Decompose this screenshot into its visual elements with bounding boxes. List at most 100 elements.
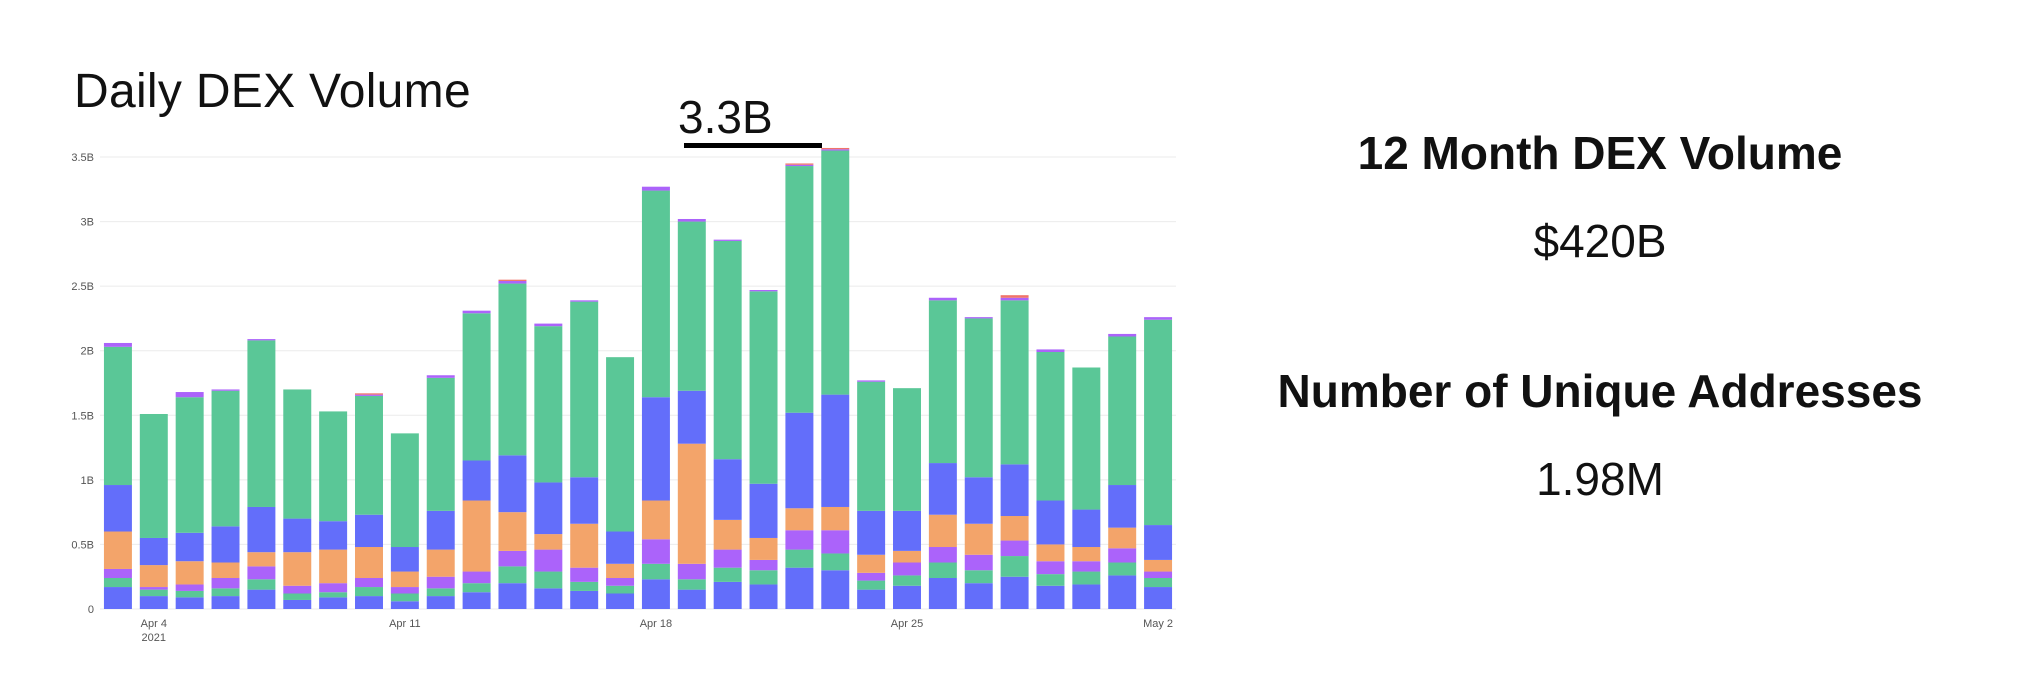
bar-segment: [247, 506, 276, 553]
stat-addresses: Number of Unique Addresses 1.98M: [1240, 368, 1960, 502]
y-tick-label: 1.5B: [71, 410, 94, 422]
bar-segment: [821, 530, 850, 554]
bar-segment: [964, 477, 993, 524]
bar-segment: [103, 531, 132, 569]
bar-segment: [857, 580, 886, 590]
bar-segment: [462, 583, 491, 593]
bar-segment: [606, 531, 635, 564]
bar-segment: [390, 601, 419, 609]
bar-segment: [426, 596, 455, 609]
bar-segment: [857, 554, 886, 573]
bar-segment: [534, 549, 563, 572]
bar-segment: [928, 300, 957, 464]
bar-segment: [1108, 548, 1137, 563]
bar-segment: [355, 596, 383, 609]
bar-segment: [355, 394, 383, 396]
bar-segment: [1144, 571, 1173, 579]
bar-segment: [928, 463, 957, 515]
bar-segment: [570, 300, 599, 302]
bar-segment: [1036, 544, 1065, 562]
bar-segment: [211, 390, 240, 527]
bar-segment: [139, 413, 168, 538]
bar-segment: [175, 532, 204, 562]
bar-segment: [1144, 559, 1173, 572]
bar-segment: [1144, 317, 1173, 320]
bar-segment: [211, 389, 240, 391]
bar-segment: [175, 584, 204, 591]
bar-segment: [964, 570, 993, 584]
bar-segment: [749, 483, 778, 538]
chart-title: Daily DEX Volume: [74, 65, 471, 118]
bar-segment: [641, 563, 670, 580]
bar-segment: [749, 291, 778, 484]
bar-segment: [641, 190, 670, 398]
bar-segment: [677, 579, 706, 590]
bar-segment: [928, 514, 957, 548]
x-tick-label: Apr 25: [891, 618, 923, 630]
bar-segment: [355, 395, 383, 515]
bar-segment: [139, 589, 168, 597]
bar-segment: [785, 567, 814, 609]
bar-segment: [283, 585, 312, 594]
bar-segment: [677, 221, 706, 391]
bar-segment: [247, 566, 276, 580]
bar-segment: [570, 301, 599, 478]
bar-segment: [175, 590, 204, 598]
bar-segment: [964, 583, 993, 609]
bar-segment: [606, 593, 635, 609]
bar-segment: [1000, 540, 1029, 557]
bar-segment: [103, 346, 132, 486]
bar-segment: [570, 523, 599, 568]
bar-segment: [713, 549, 742, 568]
bar-segment: [570, 567, 599, 582]
bar-segment: [175, 561, 204, 585]
bar-segment: [893, 510, 921, 551]
bar-segment: [319, 521, 348, 550]
bar-segment: [1036, 561, 1065, 575]
bar-segment: [964, 318, 993, 478]
bar-segment: [390, 571, 419, 588]
bar-segment: [1108, 562, 1137, 576]
bar-segment: [606, 578, 635, 586]
stat-volume: 12 Month DEX Volume $420B: [1240, 130, 1960, 264]
bar-segment: [462, 310, 491, 314]
bar-segment: [139, 537, 168, 566]
y-tick-label: 1B: [81, 475, 94, 487]
bar-segment: [211, 526, 240, 563]
bar-segment: [355, 578, 383, 588]
bar-segment: [570, 477, 599, 524]
bar-segment: [1072, 509, 1101, 548]
bar-segment: [426, 576, 455, 589]
bar-segment: [211, 578, 240, 589]
bar-segment: [462, 500, 491, 572]
bar-segment: [498, 512, 527, 551]
bar-segment: [713, 581, 742, 609]
bar-segment: [893, 388, 921, 511]
bar-segment: [534, 482, 563, 535]
bar-segment: [1108, 485, 1137, 528]
bar-segment: [928, 562, 957, 579]
peak-annotation-label: 3.3B: [678, 91, 773, 143]
bar-segment: [785, 549, 814, 568]
bar-segment: [713, 240, 742, 460]
bar-segment: [390, 547, 419, 572]
bar-segment: [319, 597, 348, 609]
bar-segment: [103, 587, 132, 609]
bar-segment: [606, 563, 635, 579]
bar-segment: [785, 530, 814, 550]
bar-segment: [498, 550, 527, 567]
bar-segment: [1000, 576, 1029, 609]
bar-segment: [426, 377, 455, 511]
bar-segment: [928, 297, 957, 301]
bar-segment: [893, 550, 921, 563]
bar-segment: [1108, 333, 1137, 337]
bar-segment: [247, 552, 276, 567]
bar-segment: [1072, 561, 1101, 572]
bar-segment: [534, 588, 563, 609]
bar-segment: [462, 313, 491, 461]
bar-segment: [103, 568, 132, 579]
bar-segment: [355, 393, 383, 395]
x-tick-label: Apr 11: [389, 618, 421, 630]
y-tick-label: 0: [88, 604, 94, 616]
